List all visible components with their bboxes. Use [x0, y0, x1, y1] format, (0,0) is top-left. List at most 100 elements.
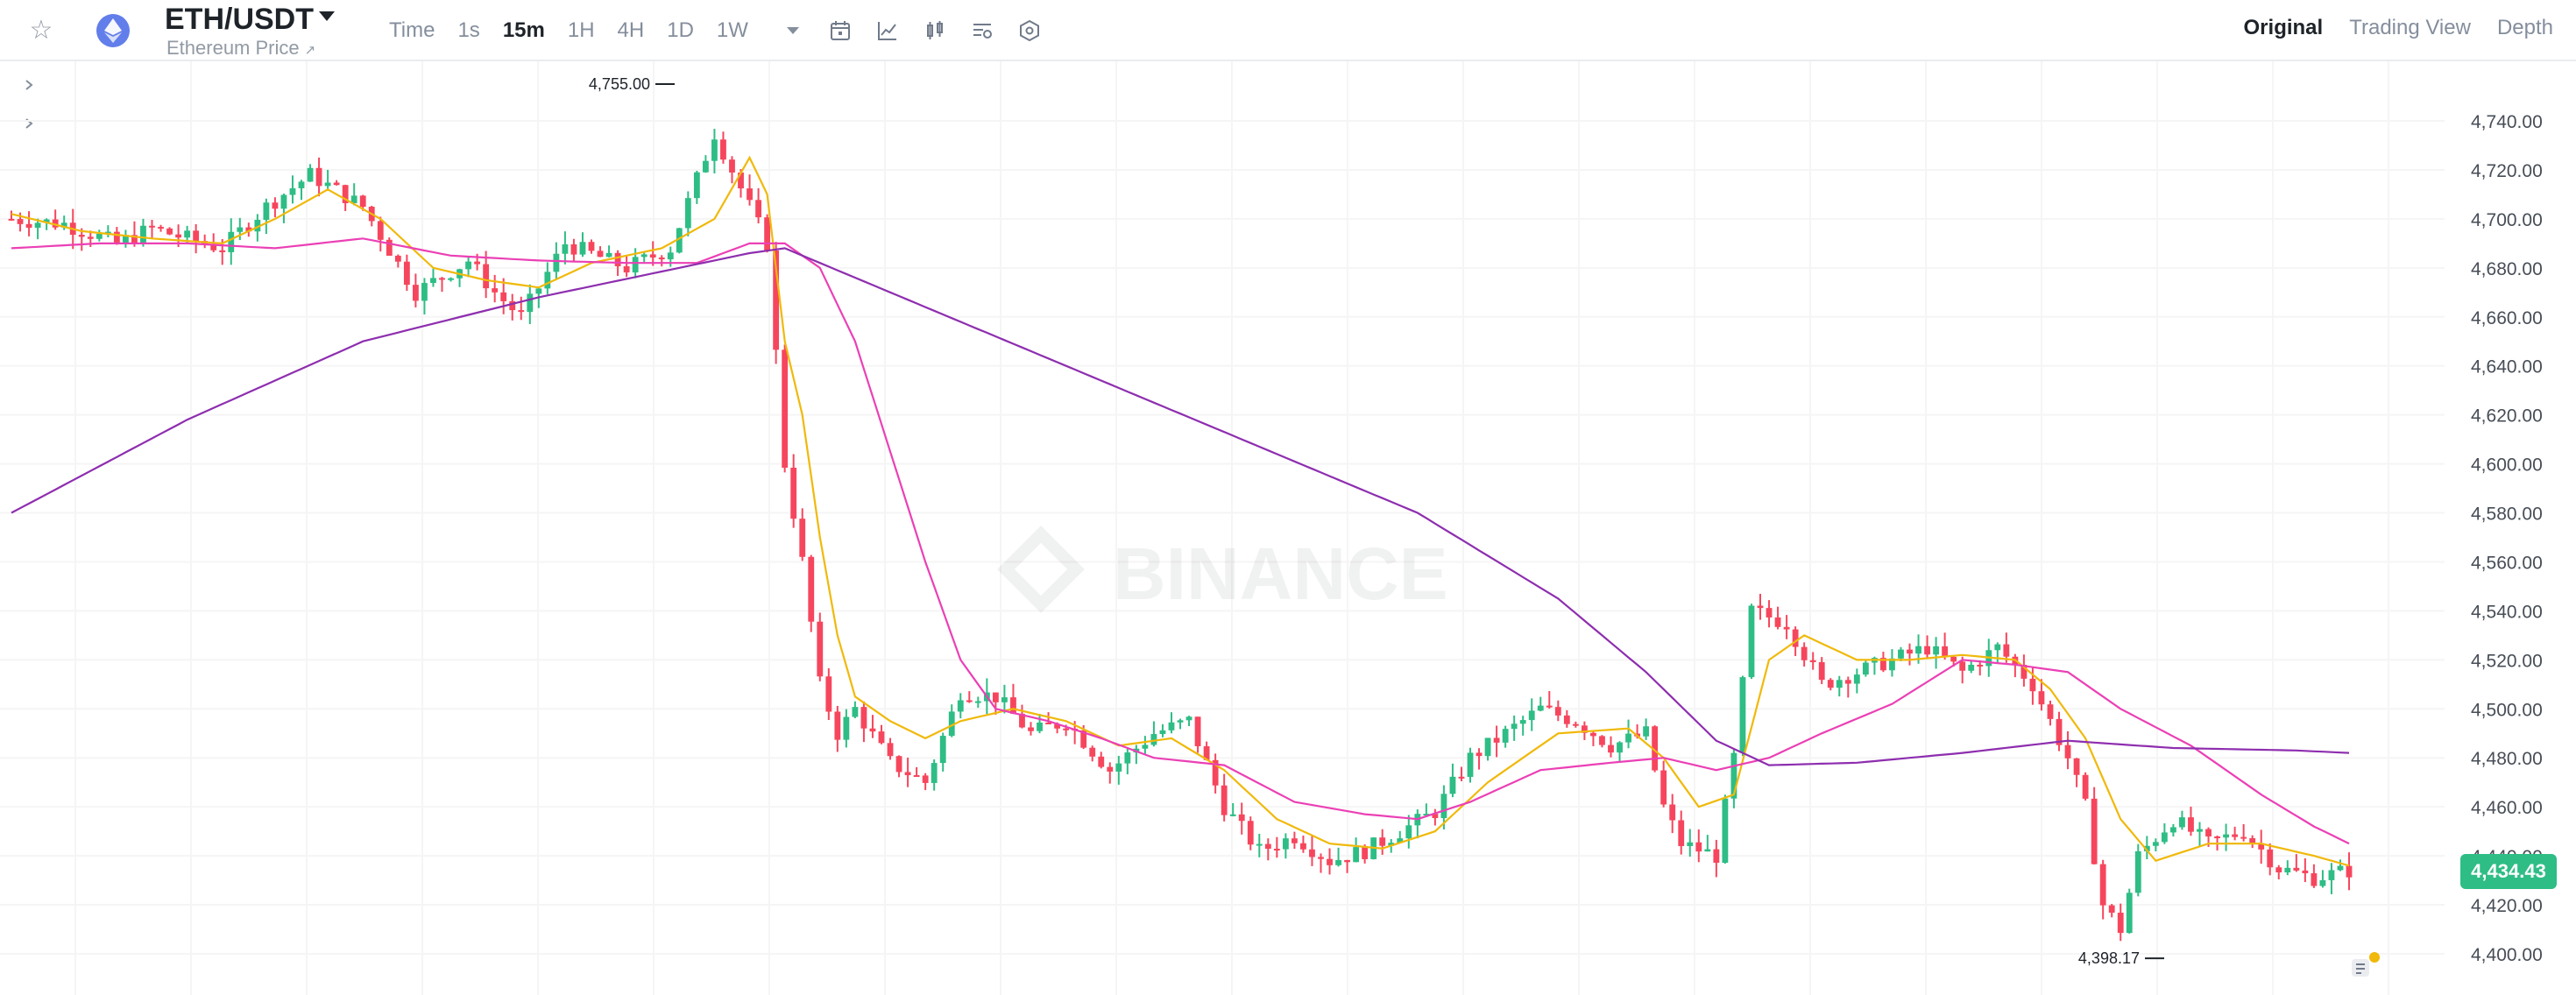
candle	[1652, 725, 1659, 773]
candle	[1959, 656, 1966, 684]
pair-subtitle[interactable]: Ethereum Price ↗	[166, 35, 315, 64]
settings-list-icon[interactable]	[971, 19, 994, 42]
interval-1w[interactable]: 1W	[716, 18, 748, 42]
candle-body	[2302, 870, 2309, 873]
low-price-label: 4,398.17	[2078, 949, 2140, 967]
candle-body	[2319, 879, 2326, 886]
candle	[1862, 659, 1869, 677]
favorite-star-icon[interactable]: ☆	[29, 16, 53, 45]
candle-body	[614, 252, 621, 267]
y-tick-label: 4,600.00	[2471, 455, 2543, 476]
indicator-icon[interactable]	[876, 19, 899, 42]
interval-1s[interactable]: 1s	[457, 18, 480, 42]
candle	[2302, 857, 2309, 883]
candle-body	[1362, 847, 1369, 859]
candle-body	[52, 219, 59, 228]
candle-body	[1730, 752, 1737, 799]
candle-body	[1423, 814, 1430, 816]
candle-body	[2143, 845, 2150, 851]
candle-body	[1563, 715, 1570, 724]
y-tick-label: 4,560.00	[2471, 553, 2543, 573]
candle-body	[1221, 785, 1228, 815]
interval-1d[interactable]: 1D	[667, 18, 694, 42]
candle-body	[2337, 865, 2344, 871]
expand-indicator-chevron-icon[interactable]	[23, 79, 35, 91]
y-tick-label: 4,720.00	[2471, 161, 2543, 181]
candle-body	[1440, 794, 1447, 819]
candle	[1880, 652, 1886, 673]
candle-body	[1115, 763, 1122, 772]
candle-body	[711, 139, 718, 161]
candle-body	[1318, 857, 1324, 859]
candle-body	[755, 200, 761, 218]
candle	[869, 715, 876, 738]
view-depth[interactable]: Depth	[2496, 16, 2553, 39]
candle	[1748, 603, 1755, 680]
candle-body	[113, 231, 120, 243]
more-intervals-caret-icon[interactable]	[786, 27, 799, 34]
candle	[1572, 721, 1579, 728]
candle	[1318, 853, 1324, 873]
interval-time[interactable]: Time	[389, 18, 435, 42]
candle-body	[913, 775, 920, 778]
candle-body	[193, 230, 200, 242]
candle	[1660, 760, 1667, 808]
view-original[interactable]: Original	[2243, 16, 2324, 39]
candle-body	[966, 700, 973, 702]
interval-1h[interactable]: 1H	[567, 18, 595, 42]
candle-body	[483, 264, 490, 289]
candle	[1625, 719, 1631, 749]
candle	[149, 220, 155, 238]
candle	[2249, 835, 2256, 849]
candle	[403, 254, 410, 292]
candle	[518, 296, 525, 321]
y-tick-label: 4,420.00	[2471, 896, 2543, 916]
candle	[2056, 711, 2063, 752]
candle-body	[729, 159, 735, 173]
candle	[386, 237, 393, 256]
candle	[1608, 736, 1614, 758]
candle	[315, 157, 322, 197]
candle	[729, 156, 735, 184]
hexagon-settings-icon[interactable]	[1018, 19, 1041, 42]
candle	[2223, 823, 2230, 851]
price-chart[interactable]: BINANCE 4,400.004,420.004,440.004,460.00…	[0, 61, 2576, 995]
candle-body	[43, 219, 50, 223]
candle	[2073, 758, 2080, 787]
candle-body	[579, 242, 586, 255]
candle-body	[1818, 661, 1825, 681]
interval-15m[interactable]: 15m	[502, 18, 545, 42]
candle-body	[2240, 836, 2247, 839]
price-axis[interactable]: 4,400.004,420.004,440.004,460.004,480.00…	[2471, 112, 2543, 965]
candle-type-icon[interactable]	[924, 19, 946, 42]
candle-body	[430, 278, 436, 284]
trading-pair-title[interactable]: ETH/USDT	[165, 3, 314, 36]
candle-body	[1608, 744, 1614, 753]
candle	[1713, 839, 1720, 878]
candle	[113, 227, 120, 245]
candle	[1221, 773, 1228, 822]
candle-body	[773, 250, 780, 350]
view-trading-view[interactable]: Trading View	[2349, 16, 2471, 39]
candle	[1300, 836, 1306, 853]
candle	[895, 755, 902, 778]
candle-body	[2064, 744, 2071, 759]
calendar-icon[interactable]	[829, 19, 852, 42]
candle	[747, 174, 753, 206]
ma-line-ma99	[11, 247, 2350, 766]
candle-body	[2232, 834, 2239, 837]
candle	[2082, 772, 2089, 801]
candle-body	[1344, 859, 1350, 863]
notification-icon[interactable]	[2345, 952, 2380, 980]
candle-body	[1080, 730, 1087, 748]
interval-4h[interactable]: 4H	[617, 18, 645, 42]
candle	[1089, 745, 1096, 762]
candle-body	[2117, 913, 2124, 934]
candle-body	[1353, 847, 1360, 863]
candle-body	[1704, 849, 1711, 852]
candle	[324, 169, 331, 190]
pair-dropdown-caret-icon[interactable]	[319, 11, 335, 21]
candle-body	[747, 188, 753, 201]
candle-body	[649, 254, 656, 258]
candle-body	[808, 556, 815, 622]
